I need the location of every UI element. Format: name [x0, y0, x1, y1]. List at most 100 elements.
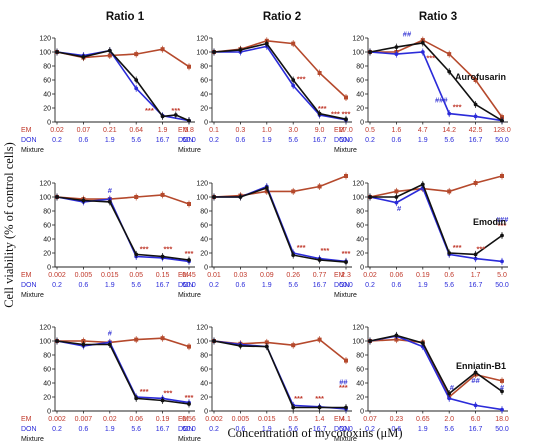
don-concentration: 0.6: [236, 282, 246, 289]
don-concentration: 5.6: [444, 426, 454, 433]
significance-marker: ***: [339, 383, 348, 392]
y-tick-label: 60: [200, 223, 208, 230]
data-point: [187, 202, 191, 206]
don-prefix: DON: [178, 137, 194, 144]
series-line-em: [369, 175, 503, 198]
series-line-em: [213, 338, 347, 362]
series-line-mix: [56, 340, 190, 405]
data-point: [81, 198, 86, 203]
don-concentration: 16.7: [313, 426, 327, 433]
data-point: [500, 407, 504, 412]
data-point: [264, 344, 269, 349]
data-point: [317, 337, 322, 342]
data-point: [317, 405, 322, 410]
don-concentration: 1.9: [418, 137, 428, 144]
em-concentration: 0.002: [48, 272, 66, 279]
significance-marker: ##: [403, 30, 412, 39]
y-tick-label: 80: [200, 209, 208, 216]
data-point: [473, 102, 478, 107]
data-point: [394, 45, 399, 49]
significance-marker: #: [500, 383, 505, 392]
y-tick-label: 20: [356, 395, 364, 402]
data-point: [107, 342, 112, 347]
column-title: Ratio 2: [263, 11, 301, 23]
y-tick-label: 40: [356, 92, 364, 99]
significance-marker: ***: [453, 102, 462, 111]
data-point: [473, 181, 478, 185]
y-tick-label: 120: [352, 325, 364, 332]
don-prefix: DON: [178, 282, 194, 289]
y-tick-label: 80: [43, 209, 51, 216]
panel-r0-c1: 0 20 40 60 80 100 120 EM DON Mixture 0.1 0.3 1.0 3.0 9…: [178, 36, 353, 155]
data-point: [473, 403, 478, 408]
series-line-mix: [56, 196, 190, 261]
y-tick-label: 0: [47, 265, 51, 272]
significance-marker: ***: [185, 393, 194, 402]
series-line-em: [56, 194, 190, 205]
data-point: [160, 47, 165, 52]
em-concentration: 0.007: [75, 416, 93, 423]
data-point: [160, 192, 165, 197]
data-point: [134, 52, 139, 57]
data-point: [500, 378, 504, 383]
em-concentration: 1.0: [262, 127, 272, 134]
em-concentration: 0.01: [207, 272, 221, 279]
em-prefix: EM: [178, 272, 189, 279]
don-concentration: 5.6: [131, 282, 141, 289]
data-point: [55, 50, 59, 54]
don-concentration: 0.6: [392, 426, 402, 433]
don-concentration: 50.0: [495, 426, 509, 433]
y-tick-label: 100: [39, 195, 51, 202]
don-concentration: 50.0: [495, 282, 509, 289]
data-point: [160, 114, 165, 119]
data-point: [187, 258, 191, 262]
data-point: [291, 189, 296, 194]
data-point: [344, 405, 348, 410]
y-tick-label: 0: [47, 409, 51, 416]
don-concentration: 16.7: [469, 282, 483, 289]
data-point: [160, 254, 165, 259]
don-concentration: 5.6: [131, 137, 141, 144]
data-point: [447, 69, 452, 74]
don-concentration: 1.9: [262, 282, 272, 289]
data-point: [447, 111, 452, 116]
don-concentration: 50.0: [182, 137, 196, 144]
data-point: [344, 117, 348, 122]
don-concentration: 1.9: [105, 426, 115, 433]
em-concentration: 0.002: [48, 416, 66, 423]
panel-r1-c1: 0 20 40 60 80 100 120 EM DON Mixture 0.01 0.03 0.09 0…: [178, 172, 353, 299]
y-tick-label: 40: [43, 92, 51, 99]
mixture-prefix: Mixture: [21, 147, 44, 154]
y-tick-label: 0: [204, 265, 208, 272]
em-concentration: 0.23: [390, 416, 404, 423]
significance-marker: ***: [498, 221, 507, 230]
data-point: [264, 340, 269, 345]
y-axis-label: Cell viability (% of control cells): [2, 142, 16, 308]
don-concentration: 0.2: [365, 426, 375, 433]
data-point: [368, 339, 372, 343]
don-concentration: 5.6: [288, 426, 298, 433]
data-point: [81, 55, 86, 59]
data-point: [344, 358, 348, 363]
em-concentration: 0.6: [444, 272, 454, 279]
data-point: [291, 78, 296, 82]
y-tick-label: 20: [43, 106, 51, 113]
mixture-prefix: Mixture: [178, 147, 201, 154]
data-point: [264, 186, 269, 190]
em-concentration: 0.21: [103, 127, 117, 134]
don-prefix: DON: [334, 137, 350, 144]
series-line-mix: [213, 340, 346, 409]
y-tick-label: 40: [43, 237, 51, 244]
data-point: [134, 252, 139, 257]
data-point: [368, 195, 372, 199]
don-concentration: 50.0: [339, 137, 353, 144]
data-point: [134, 195, 139, 199]
mixture-prefix: Mixture: [334, 436, 357, 443]
em-concentration: 0.45: [182, 272, 196, 279]
don-concentration: 16.7: [313, 137, 327, 144]
don-concentration: 1.9: [262, 137, 272, 144]
em-concentration: 5.0: [497, 272, 507, 279]
series-line-mix: [213, 42, 347, 120]
em-concentration: 128.0: [493, 127, 511, 134]
y-tick-label: 0: [360, 265, 364, 272]
